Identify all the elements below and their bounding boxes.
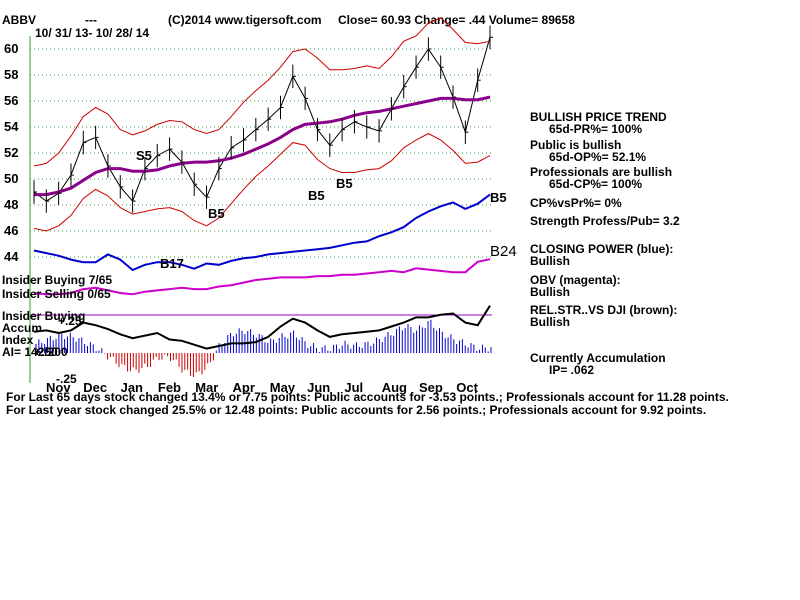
op-value: 65d-OP%= 52.1% (549, 150, 647, 164)
obv-title: OBV (magenta): (530, 273, 621, 287)
insider-buying-label-2: Insider Buying (2, 309, 86, 323)
y-tick-label: 46 (4, 223, 18, 238)
index-label: Index (2, 333, 34, 347)
obv-line (33, 258, 491, 296)
x-tick-label: Jul (344, 380, 363, 395)
signal-marker: B5 (336, 176, 353, 191)
lower-band-line (33, 132, 491, 232)
x-tick-label: Feb (158, 380, 181, 395)
upper-band-line (33, 17, 491, 167)
insider-selling-label: Insider Selling 0/65 (2, 287, 111, 301)
relstr-title: REL.STR..VS DJI (brown): (530, 303, 678, 317)
signal-marker: B5 (490, 190, 507, 205)
y-tick-label: 56 (4, 93, 18, 108)
x-tick-label: Jun (307, 380, 330, 395)
relstr-state: Bullish (530, 315, 571, 329)
obv-state: Bullish (530, 285, 571, 299)
quote-line: Close= 60.93 Change= .44 Volume= 89658 (338, 13, 575, 27)
accum-tick-label: -.25 (56, 372, 77, 386)
site-credit: (C)2014 www.tigersoft.com (168, 13, 322, 27)
cpvspr: CP%vsPr%= 0% (530, 196, 622, 210)
footer-line-65d: For Last 65 days stock changed 13.4% or … (6, 390, 729, 404)
y-tick-label: 50 (4, 171, 18, 186)
header-dashes: --- (85, 13, 97, 27)
y-tick-label: 44 (4, 249, 19, 264)
trend-title: BULLISH PRICE TREND (530, 110, 667, 124)
cp-value: 65d-CP%= 100% (549, 177, 643, 191)
strength: Strength Profess/Pub= 3.2 (530, 214, 680, 228)
accum-title: Currently Accumulation (530, 351, 666, 365)
ai-label: AI= 142/200 (2, 345, 68, 359)
x-tick-label: Oct (456, 380, 478, 395)
x-tick-label: Dec (83, 380, 107, 395)
accum-tick-label: +.50 (34, 345, 58, 359)
closing-power-title: CLOSING POWER (blue): (530, 242, 674, 256)
relstr-line (33, 305, 491, 350)
x-tick-label: Aug (382, 380, 407, 395)
public-title: Public is bullish (530, 138, 622, 152)
insider-buying-label: Insider Buying 7/65 (2, 273, 113, 287)
x-tick-label: May (270, 380, 296, 395)
signal-marker: B5 (308, 188, 325, 203)
y-tick-label: 48 (4, 197, 18, 212)
pros-title: Professionals are bullish (530, 165, 673, 179)
y-tick-label: 58 (4, 67, 18, 82)
accum-label: Accum (2, 321, 43, 335)
moving-average-line (34, 95, 491, 197)
ip-value: IP= .062 (549, 363, 595, 377)
ticker-symbol: ABBV (2, 13, 37, 27)
pr-value: 65d-PR%= 100% (549, 122, 643, 136)
closing-power-state: Bullish (530, 254, 571, 268)
y-tick-label: 60 (4, 41, 18, 56)
x-tick-label: Jan (121, 380, 143, 395)
x-tick-label: Sep (419, 380, 443, 395)
footer-line-year: For Last year stock changed 25.5% or 12.… (6, 403, 707, 417)
closing-power-line (33, 193, 491, 272)
x-tick-label: Apr (233, 380, 255, 395)
signal-marker: B5 (208, 206, 225, 221)
accum-tick-label: +.25 (58, 314, 82, 328)
signal-marker: B17 (160, 256, 184, 271)
y-tick-label: 52 (4, 145, 18, 160)
x-tick-label: Nov (46, 380, 71, 395)
x-tick-label: Mar (195, 380, 218, 395)
signal-marker: S5 (136, 148, 152, 163)
close-line (33, 37, 491, 203)
y-tick-label: 54 (4, 119, 19, 134)
date-range: 10/ 31/ 13- 10/ 28/ 14 (35, 26, 150, 40)
signal-marker: B24 (490, 243, 517, 260)
